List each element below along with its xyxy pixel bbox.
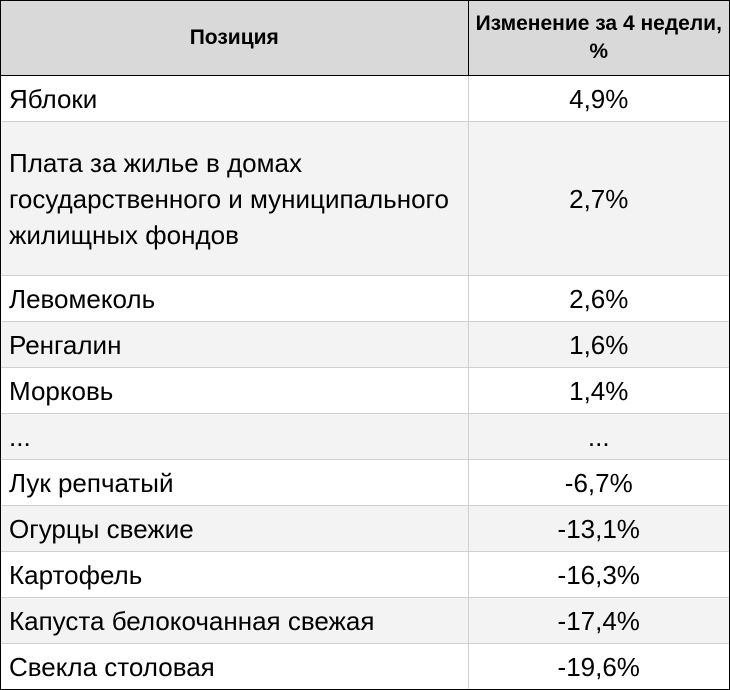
row-value-cell: 2,6% xyxy=(468,275,729,322)
row-value-cell: -6,7% xyxy=(468,459,729,506)
table-row: Левомеколь 2,6% xyxy=(1,275,729,322)
table-row: ... ... xyxy=(1,413,729,460)
table-row: Лук репчатый -6,7% xyxy=(1,459,729,506)
row-name-cell: Лук репчатый xyxy=(1,459,469,506)
table-header-row: Позиция Изменение за 4 недели, % xyxy=(1,1,729,76)
table-row: Огурцы свежие -13,1% xyxy=(1,505,729,552)
row-name-cell: Левомеколь xyxy=(1,275,469,322)
row-value-cell: 4,9% xyxy=(468,75,729,122)
row-name-cell: ... xyxy=(1,413,469,460)
row-name-cell: Картофель xyxy=(1,551,469,598)
table-row: Морковь 1,4% xyxy=(1,367,729,414)
column-header-change: Изменение за 4 недели, % xyxy=(467,1,729,76)
table-row: Плата за жилье в домах государственного … xyxy=(1,121,729,276)
table-row: Яблоки 4,9% xyxy=(1,75,729,122)
table-row: Картофель -16,3% xyxy=(1,551,729,598)
row-name-cell: Ренгалин xyxy=(1,321,469,368)
row-value-cell: ... xyxy=(468,413,729,460)
column-header-position: Позиция xyxy=(1,1,469,76)
row-value-cell: -19,6% xyxy=(468,643,729,689)
row-value-cell: 1,4% xyxy=(468,367,729,414)
table-row: Капуста белокочанная свежая -17,4% xyxy=(1,597,729,644)
row-name-cell: Свекла столовая xyxy=(1,643,469,689)
row-value-cell: -16,3% xyxy=(468,551,729,598)
table-row: Свекла столовая -19,6% xyxy=(1,643,729,689)
row-value-cell: 1,6% xyxy=(468,321,729,368)
table-row: Ренгалин 1,6% xyxy=(1,321,729,368)
row-value-cell: -17,4% xyxy=(468,597,729,644)
row-value-cell: 2,7% xyxy=(468,121,729,276)
row-name-cell: Плата за жилье в домах государственного … xyxy=(1,121,469,276)
row-value-cell: -13,1% xyxy=(468,505,729,552)
row-name-cell: Морковь xyxy=(1,367,469,414)
row-name-cell: Огурцы свежие xyxy=(1,505,469,552)
row-name-cell: Капуста белокочанная свежая xyxy=(1,597,469,644)
row-name-cell: Яблоки xyxy=(1,75,469,122)
